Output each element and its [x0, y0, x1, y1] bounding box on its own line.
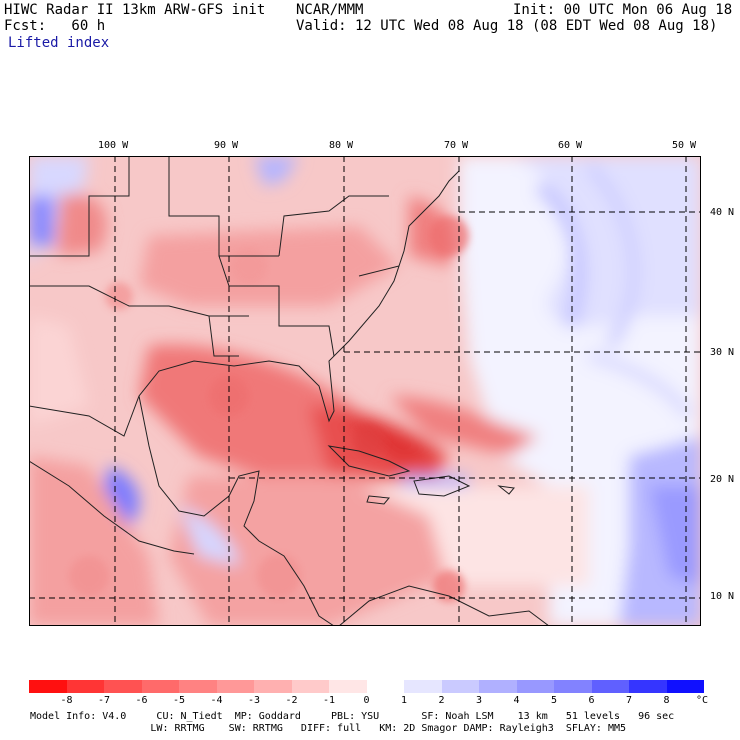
colorbar-tick-label: 7	[625, 695, 633, 706]
model-title: HIWC Radar II 13km ARW-GFS init	[4, 2, 266, 18]
colorbar-tick-label: 5	[550, 695, 558, 706]
init-time: Init: 00 UTC Mon 06 Aug 18	[513, 2, 733, 18]
colorbar-tick-label: -5	[172, 695, 186, 706]
colorbar-cell	[179, 680, 217, 693]
map-frame	[29, 156, 701, 626]
colorbar-tick-label: 8	[663, 695, 670, 706]
colorbar-tick-label: -2	[285, 695, 298, 706]
model-info-line-2: LW: RRTMG SW: RRTMG DIFF: full KM: 2D Sm…	[30, 723, 627, 734]
colorbar-tick-label: -3	[247, 695, 261, 706]
colorbar-cell	[629, 680, 667, 693]
colorbar-cell	[591, 680, 629, 693]
lon-label-80w: 80 W	[329, 140, 354, 151]
coastlines	[29, 156, 550, 626]
model-info-line-1: Model Info: V4.0 CU: N_Tiedt MP: Goddard…	[30, 711, 675, 722]
colorbar-tick-label: 4	[513, 695, 520, 706]
colorbar-cell	[666, 680, 704, 693]
colorbar-tick-label: -7	[97, 695, 111, 706]
colorbar-cell	[29, 680, 67, 693]
colorbar-tick-label: -4	[210, 695, 223, 706]
colorbar-unit: °C	[695, 695, 709, 706]
colorbar-tick-label: 6	[588, 695, 595, 706]
lon-label-70w: 70 W	[444, 140, 469, 151]
colorbar-cell	[254, 680, 292, 693]
lat-lon-grid	[29, 156, 701, 626]
colorbar-cell	[366, 680, 404, 693]
forecast-hour: Fcst: 60 h	[4, 18, 106, 34]
colorbar-cell	[479, 680, 517, 693]
field-name: Lifted index	[8, 35, 110, 51]
lon-label-100w: 100 W	[98, 140, 129, 151]
colorbar-tick-label: -8	[60, 695, 73, 706]
colorbar-cell	[291, 680, 329, 693]
lat-label-40n: 40 N	[710, 207, 735, 218]
colorbar	[29, 680, 704, 693]
lifted-index-map	[29, 156, 701, 626]
lon-label-60w: 60 W	[558, 140, 583, 151]
colorbar-cell	[554, 680, 592, 693]
colorbar-cell	[141, 680, 179, 693]
colorbar-cell	[66, 680, 104, 693]
colorbar-tick-label: 2	[438, 695, 445, 706]
colorbar-tick-label: 1	[400, 695, 408, 706]
lat-label-30n: 30 N	[710, 347, 735, 358]
colorbar-cell	[216, 680, 254, 693]
valid-time: Valid: 12 UTC Wed 08 Aug 18 (08 EDT Wed …	[296, 18, 718, 34]
colorbar-cell	[441, 680, 479, 693]
colorbar-cell	[329, 680, 367, 693]
colorbar-cell	[404, 680, 442, 693]
colorbar-tick-label: 3	[475, 695, 483, 706]
colorbar-cell	[104, 680, 142, 693]
org-label: NCAR/MMM	[296, 2, 364, 18]
lat-label-10n: 10 N	[710, 591, 735, 602]
colorbar-tick-label: 0	[363, 695, 370, 706]
lat-label-20n: 20 N	[710, 474, 735, 485]
lon-label-50w: 50 W	[672, 140, 697, 151]
colorbar-cell	[516, 680, 554, 693]
colorbar-tick-label: -6	[135, 695, 148, 706]
lon-label-90w: 90 W	[214, 140, 239, 151]
colorbar-tick-label: -1	[322, 695, 336, 706]
